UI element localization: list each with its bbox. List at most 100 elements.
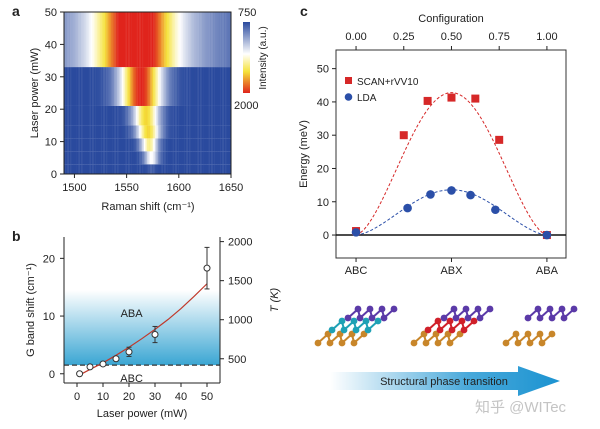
heatmap-cell — [78, 105, 80, 126]
heatmap-cell — [137, 164, 140, 174]
heatmap-cell — [162, 67, 165, 106]
heatmap-cell — [217, 67, 220, 106]
heatmap-cell — [198, 12, 201, 68]
heatmap-cell — [103, 125, 105, 139]
heatmap-cell — [225, 151, 227, 165]
heatmap-cell — [134, 12, 137, 68]
heatmap-cell — [208, 125, 210, 139]
heatmap-cell — [222, 151, 224, 165]
legend-label: LDA — [357, 93, 377, 104]
heatmap-cell — [161, 105, 163, 126]
y2-tick-label: 2000 — [228, 237, 252, 249]
region-label: ABC — [120, 373, 143, 385]
heatmap-cell — [150, 105, 152, 126]
heatmap-cell — [106, 151, 108, 165]
heatmap-cell — [198, 151, 201, 165]
heatmap-cell — [100, 164, 102, 174]
heatmap-cell — [156, 125, 159, 139]
heatmap-cell — [215, 138, 218, 152]
heatmap-cell — [189, 12, 191, 68]
heatmap-cell — [156, 138, 159, 152]
heatmap-cell — [68, 125, 71, 139]
heatmap-cell — [162, 12, 165, 68]
heatmap-cell — [211, 125, 213, 139]
heatmap-cell — [109, 151, 112, 165]
heatmap-cell — [173, 138, 176, 152]
bottom-layer-atom — [350, 339, 358, 347]
heatmap-cell — [209, 125, 212, 139]
heatmap-cell — [121, 12, 124, 68]
heatmap-cell — [128, 125, 130, 139]
heatmap-cell — [118, 105, 121, 126]
heatmap-cell — [145, 138, 148, 152]
heatmap-cell — [186, 164, 188, 174]
y-tick-label: 30 — [45, 72, 57, 84]
heatmap-cell — [126, 138, 129, 152]
heatmap-cell — [190, 12, 193, 68]
heatmap-cell — [134, 151, 137, 165]
x-tick-label: 1600 — [167, 182, 191, 194]
heatmap-cell — [101, 164, 104, 174]
heatmap-cell — [181, 151, 184, 165]
heatmap-cell — [107, 67, 110, 106]
heatmap-cell — [71, 105, 74, 126]
heatmap-cell — [165, 105, 168, 126]
heatmap-cell — [87, 105, 90, 126]
heatmap-cell — [139, 164, 141, 174]
heatmap-cell — [146, 12, 149, 68]
bottom-layer-atom — [538, 339, 546, 347]
heatmap-cell — [186, 67, 188, 106]
heatmap-cell — [212, 138, 215, 152]
heatmap-cell — [140, 67, 143, 106]
top-layer-atom — [546, 305, 554, 313]
heatmap-cell — [173, 164, 176, 174]
heatmap-cell — [137, 12, 140, 68]
heatmap-cell — [168, 138, 171, 152]
heatmap-cell — [150, 67, 152, 106]
heatmap-cell — [100, 105, 102, 126]
data-point-scan-rvv10 — [447, 93, 456, 102]
top-layer-atom — [452, 314, 460, 322]
heatmap-cell — [168, 12, 171, 68]
heatmap-cell — [198, 164, 201, 174]
heatmap-cell — [157, 125, 160, 139]
heatmap-cell — [139, 67, 141, 106]
heatmap-cell — [190, 67, 193, 106]
heatmap-cell — [190, 125, 193, 139]
heatmap-cell — [100, 151, 102, 165]
heatmap-cell — [170, 138, 173, 152]
heatmap-cell — [218, 67, 221, 106]
heatmap-cell — [153, 105, 155, 126]
heatmap-cell — [197, 12, 199, 68]
heatmap-cell — [87, 67, 90, 106]
heatmap-cell — [90, 105, 93, 126]
y-tick-label: 0 — [323, 230, 329, 242]
middle-layer-atom — [328, 326, 336, 334]
heatmap-cell — [71, 151, 74, 165]
heatmap-cell — [208, 12, 210, 68]
heatmap-cell — [203, 125, 206, 139]
heatmap-cell — [193, 151, 196, 165]
top-layer-atom — [366, 305, 374, 313]
heatmap-cell — [82, 105, 85, 126]
heatmap-cell — [208, 164, 210, 174]
heatmap-cell — [214, 151, 216, 165]
heatmap-cell — [170, 151, 173, 165]
heatmap-cell — [182, 125, 185, 139]
heatmap-cell — [98, 164, 101, 174]
top-layer-atom — [378, 305, 386, 313]
heatmap-cell — [200, 105, 202, 126]
heatmap-cell — [208, 151, 210, 165]
top-layer-atom — [536, 314, 544, 322]
heatmap-cell — [209, 105, 212, 126]
heatmap-cell — [109, 138, 112, 152]
heatmap-cell — [226, 164, 229, 174]
heatmap-cell — [67, 164, 69, 174]
heatmap-cell — [222, 67, 224, 106]
heatmap-cell — [173, 151, 176, 165]
heatmap-cell — [79, 164, 82, 174]
heatmap-cell — [71, 67, 74, 106]
heatmap-cell — [190, 138, 193, 152]
heatmap-cell — [176, 125, 179, 139]
heatmap-cell — [136, 125, 138, 139]
